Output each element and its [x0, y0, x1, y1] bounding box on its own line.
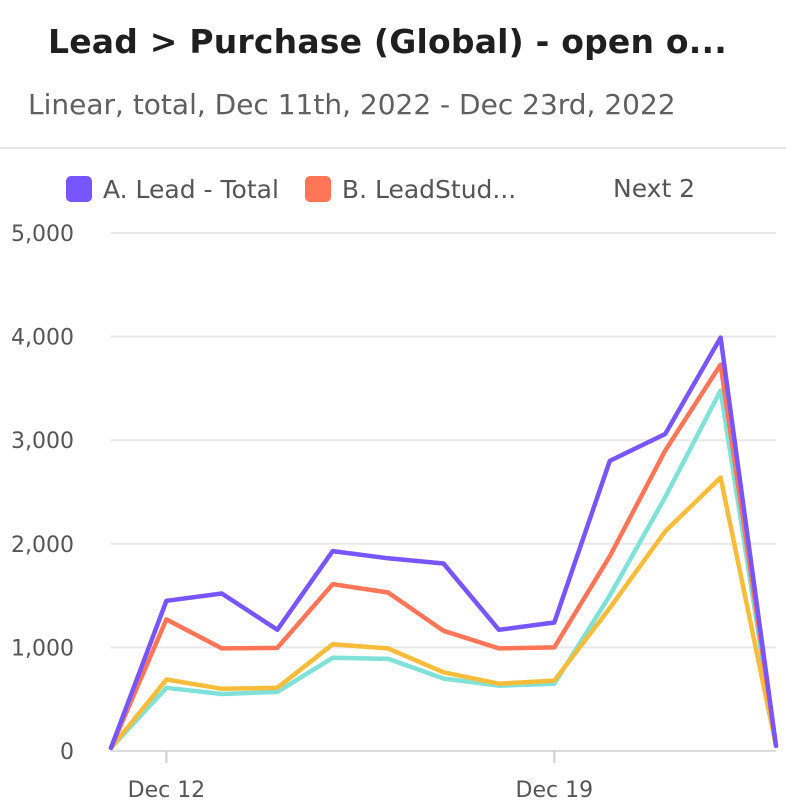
y-tick-label: 2,000 [11, 533, 74, 558]
legend-item-b[interactable]: B. LeadStud... [304, 174, 517, 204]
x-tick-label: Dec 12 [128, 778, 206, 803]
legend-label-b: B. LeadStud... [341, 174, 517, 204]
y-tick-label: 3,000 [11, 429, 74, 454]
legend-swatch-a [66, 176, 92, 202]
y-tick-label: 4,000 [11, 326, 74, 351]
series-line-d [108, 388, 779, 751]
legend-swatch-b [304, 176, 331, 202]
legend-next-button[interactable]: Next 2 [613, 174, 696, 203]
y-tick-label: 0 [60, 740, 74, 765]
y-tick-label: 1,000 [11, 636, 74, 661]
series-line-c [108, 475, 779, 751]
legend-label-a: A. Lead - Total [103, 174, 279, 204]
legend: A. Lead - Total B. LeadStud... [66, 172, 542, 206]
y-tick-label: 5,000 [11, 222, 74, 247]
header-divider [0, 147, 786, 149]
series-line-b [108, 362, 779, 751]
series-line-a [108, 335, 779, 751]
chart-subtitle: Linear, total, Dec 11th, 2022 - Dec 23rd… [28, 88, 676, 121]
x-tick-label: Dec 19 [516, 778, 594, 803]
legend-item-a[interactable]: A. Lead - Total [66, 175, 279, 204]
chart-title: Lead > Purchase (Global) - open o... [48, 22, 727, 61]
